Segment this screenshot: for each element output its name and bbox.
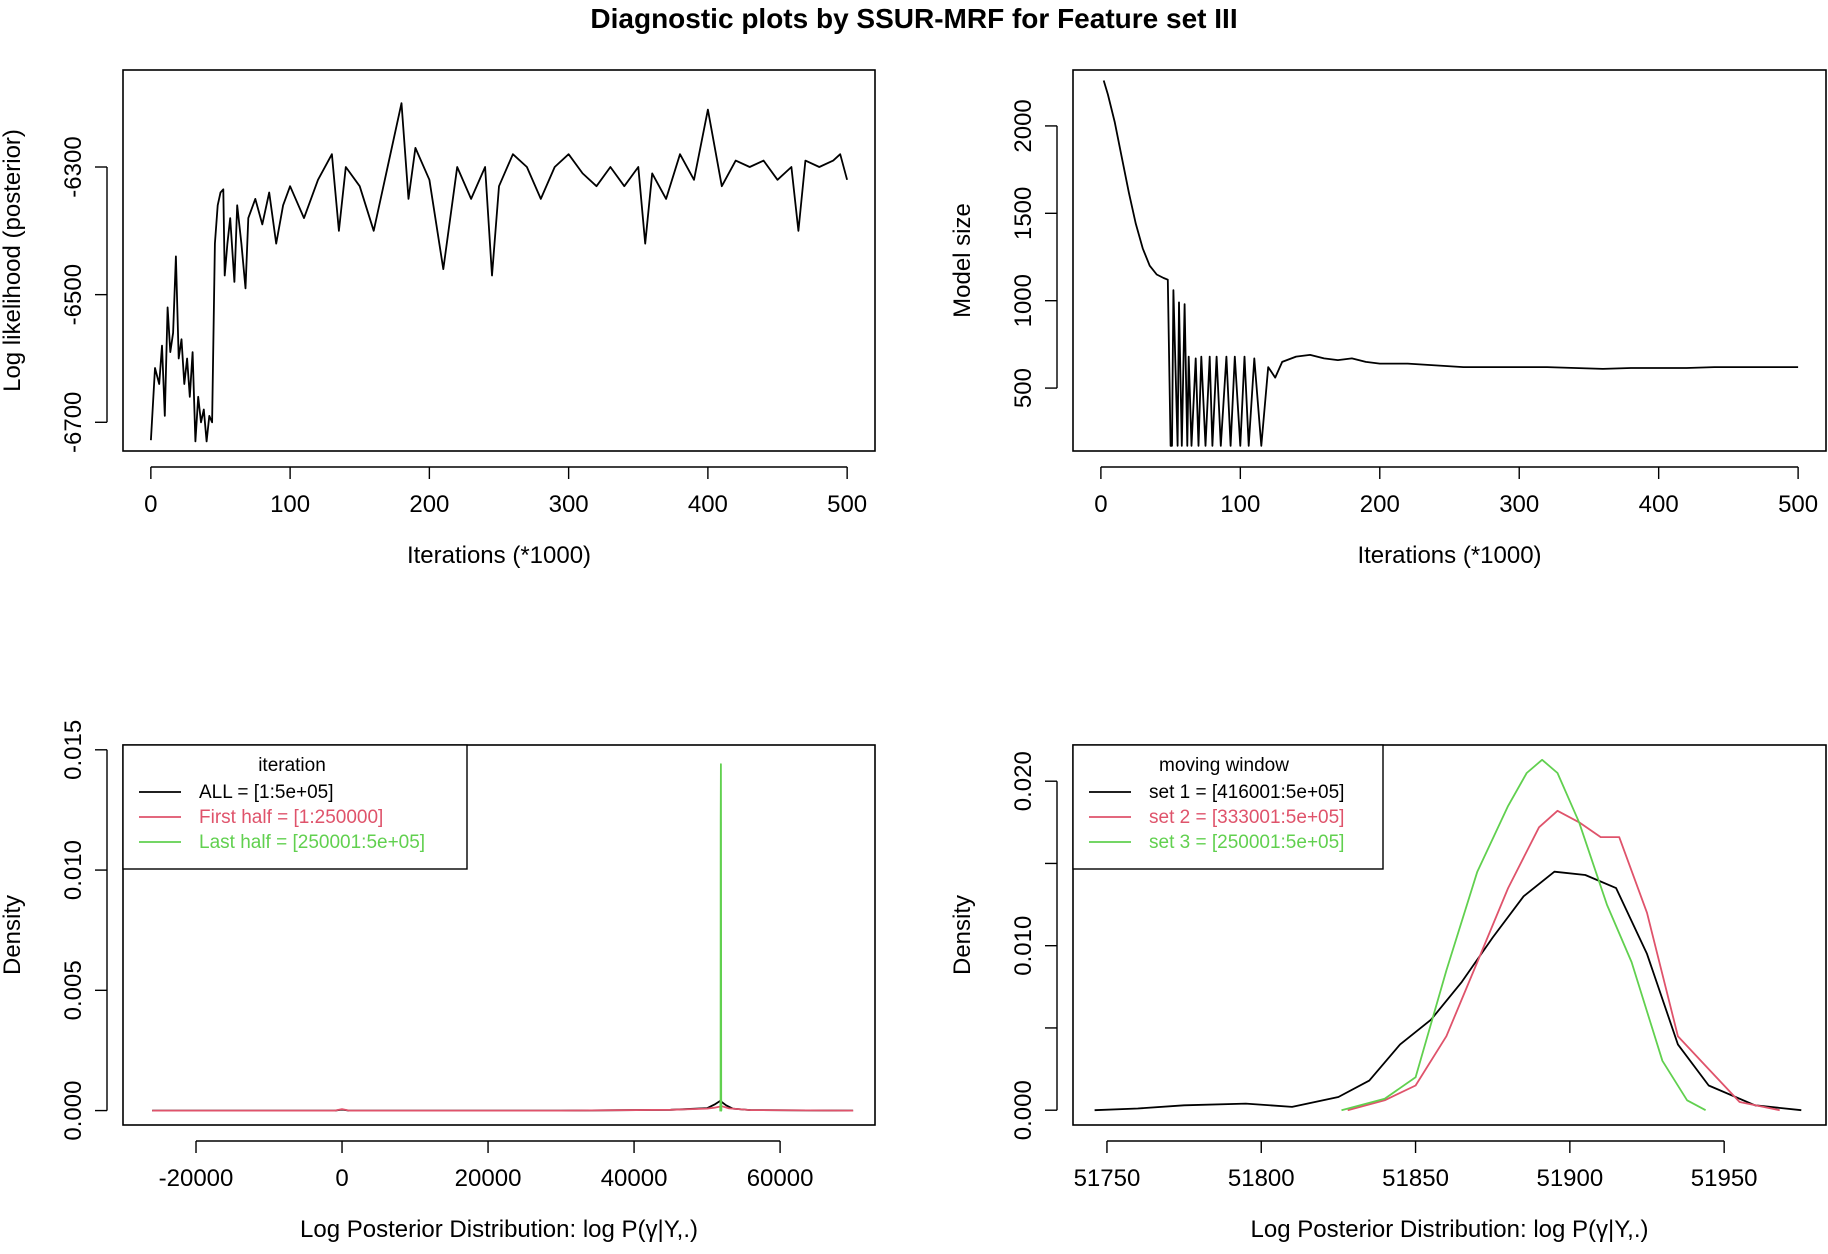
- x-axis-label: Iterations (*1000): [1357, 542, 1541, 569]
- x-tick-label: 100: [270, 491, 310, 518]
- x-tick-label: 300: [549, 491, 589, 518]
- y-tick-label: 0.000: [1010, 1080, 1037, 1140]
- y-tick-label: 500: [1010, 368, 1037, 408]
- plot-frame: [122, 69, 876, 452]
- x-tick-label: 40000: [601, 1165, 668, 1192]
- legend-entry: set 1 = [416001:5e+05]: [1149, 782, 1344, 803]
- y-tick-label: 1500: [1010, 187, 1037, 240]
- y-tick-label: 0.010: [60, 840, 87, 900]
- legend-box: [1072, 744, 1384, 870]
- legend-title: iteration: [258, 755, 326, 776]
- legend-entry: set 2 = [333001:5e+05]: [1149, 807, 1344, 828]
- series-group: [1102, 80, 1799, 447]
- y-axis-label: Density: [0, 895, 26, 975]
- series-line: [1094, 870, 1802, 1112]
- legend: iteration ALL = [1:5e+05] First half = [1:…: [122, 744, 468, 870]
- panel-p2: 0 100 200 300 400 500 Iterations (*1000) 500 100…: [949, 69, 1827, 569]
- x-tick-label: 60000: [747, 1165, 814, 1192]
- x-tick-label: 100: [1220, 491, 1260, 518]
- y-tick-label: 2000: [1010, 99, 1037, 152]
- x-tick-label: 51950: [1691, 1165, 1758, 1192]
- series-group: [1094, 758, 1802, 1112]
- x-tick-label: 51750: [1074, 1165, 1141, 1192]
- y-axis-label: Density: [949, 895, 976, 975]
- x-tick-label: -20000: [159, 1165, 234, 1192]
- x-tick-label: 0: [144, 491, 157, 518]
- legend-box: [122, 744, 468, 870]
- legend-entry: set 3 = [250001:5e+05]: [1149, 832, 1344, 853]
- panel-p4: 51750 51800 51850 51900 51950 Log Posterior D…: [949, 744, 1827, 1243]
- panel-p3: -20000 0 20000 40000 60000 Log Posterior Dist…: [0, 720, 876, 1243]
- x-tick-label: 200: [1360, 491, 1400, 518]
- y-tick-label: 0.010: [1010, 916, 1037, 976]
- x-tick-label: 51800: [1228, 1165, 1295, 1192]
- legend-title: moving window: [1159, 755, 1289, 776]
- x-tick-label: 51850: [1382, 1165, 1449, 1192]
- legend-entry: ALL = [1:5e+05]: [199, 782, 334, 803]
- x-axis-label: Log Posterior Distribution: log P(γ|Y,.): [300, 1216, 698, 1243]
- series-line: [1347, 809, 1780, 1112]
- x-tick-label: 0: [335, 1165, 348, 1192]
- panel-p1: 0 100 200 300 400 500 Iterations (*1000) -6700 -…: [0, 69, 876, 569]
- x-tick-label: 500: [827, 491, 867, 518]
- y-tick-label: 0.020: [1010, 751, 1037, 811]
- x-tick-label: 0: [1094, 491, 1107, 518]
- legend-entry: First half = [1:250000]: [199, 807, 383, 828]
- y-axis-label: Log likelihood (posterior): [0, 129, 26, 392]
- series-group: [152, 763, 854, 1112]
- x-tick-label: 300: [1499, 491, 1539, 518]
- x-tick-label: 200: [409, 491, 449, 518]
- plot-frame: [1072, 744, 1827, 1126]
- y-tick-label: 1000: [1010, 274, 1037, 327]
- series-line: [1102, 80, 1799, 447]
- y-tick-label: -6700: [60, 392, 87, 453]
- legend-entry: Last half = [250001:5e+05]: [199, 832, 425, 853]
- x-axis-label: Iterations (*1000): [407, 542, 591, 569]
- panels: 0 100 200 300 400 500 Iterations (*1000) -6700 -…: [0, 69, 1827, 1243]
- x-tick-label: 20000: [455, 1165, 522, 1192]
- y-axis-label: Model size: [949, 203, 976, 318]
- series-line: [150, 102, 848, 443]
- series-line: [719, 763, 723, 1112]
- y-tick-label: -6500: [60, 264, 87, 325]
- x-tick-label: 51900: [1536, 1165, 1603, 1192]
- series-line: [152, 1105, 854, 1112]
- y-tick-label: 0.005: [60, 960, 87, 1020]
- plot-frame: [1072, 69, 1827, 452]
- y-tick-label: 0.015: [60, 720, 87, 780]
- x-axis-label: Log Posterior Distribution: log P(γ|Y,.): [1251, 1216, 1649, 1243]
- series-group: [150, 102, 848, 443]
- x-tick-label: 500: [1778, 491, 1818, 518]
- series-line: [1341, 758, 1707, 1112]
- y-tick-label: -6300: [60, 136, 87, 197]
- x-tick-label: 400: [1639, 491, 1679, 518]
- plot-frame: [122, 744, 876, 1126]
- x-tick-label: 400: [688, 491, 728, 518]
- legend: moving window set 1 = [416001:5e+05] set 2…: [1072, 744, 1384, 870]
- figure-title: Diagnostic plots by SSUR-MRF for Feature…: [590, 3, 1237, 34]
- y-tick-label: 0.000: [60, 1081, 87, 1141]
